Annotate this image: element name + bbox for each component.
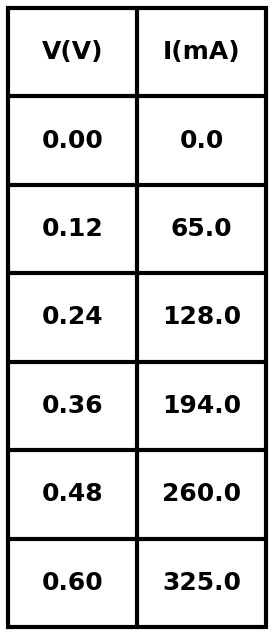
Text: V(V): V(V) bbox=[42, 40, 103, 64]
Text: 65.0: 65.0 bbox=[171, 217, 232, 241]
Text: 0.0: 0.0 bbox=[179, 129, 224, 152]
Text: 128.0: 128.0 bbox=[162, 305, 241, 330]
Text: 194.0: 194.0 bbox=[162, 394, 241, 418]
Text: 0.12: 0.12 bbox=[42, 217, 103, 241]
Text: 325.0: 325.0 bbox=[162, 571, 241, 595]
Text: 0.00: 0.00 bbox=[42, 129, 104, 152]
Text: 0.24: 0.24 bbox=[42, 305, 103, 330]
Text: 260.0: 260.0 bbox=[162, 483, 241, 506]
Text: I(mA): I(mA) bbox=[163, 40, 240, 64]
Text: 0.60: 0.60 bbox=[42, 571, 103, 595]
Text: 0.48: 0.48 bbox=[42, 483, 103, 506]
Text: 0.36: 0.36 bbox=[42, 394, 103, 418]
